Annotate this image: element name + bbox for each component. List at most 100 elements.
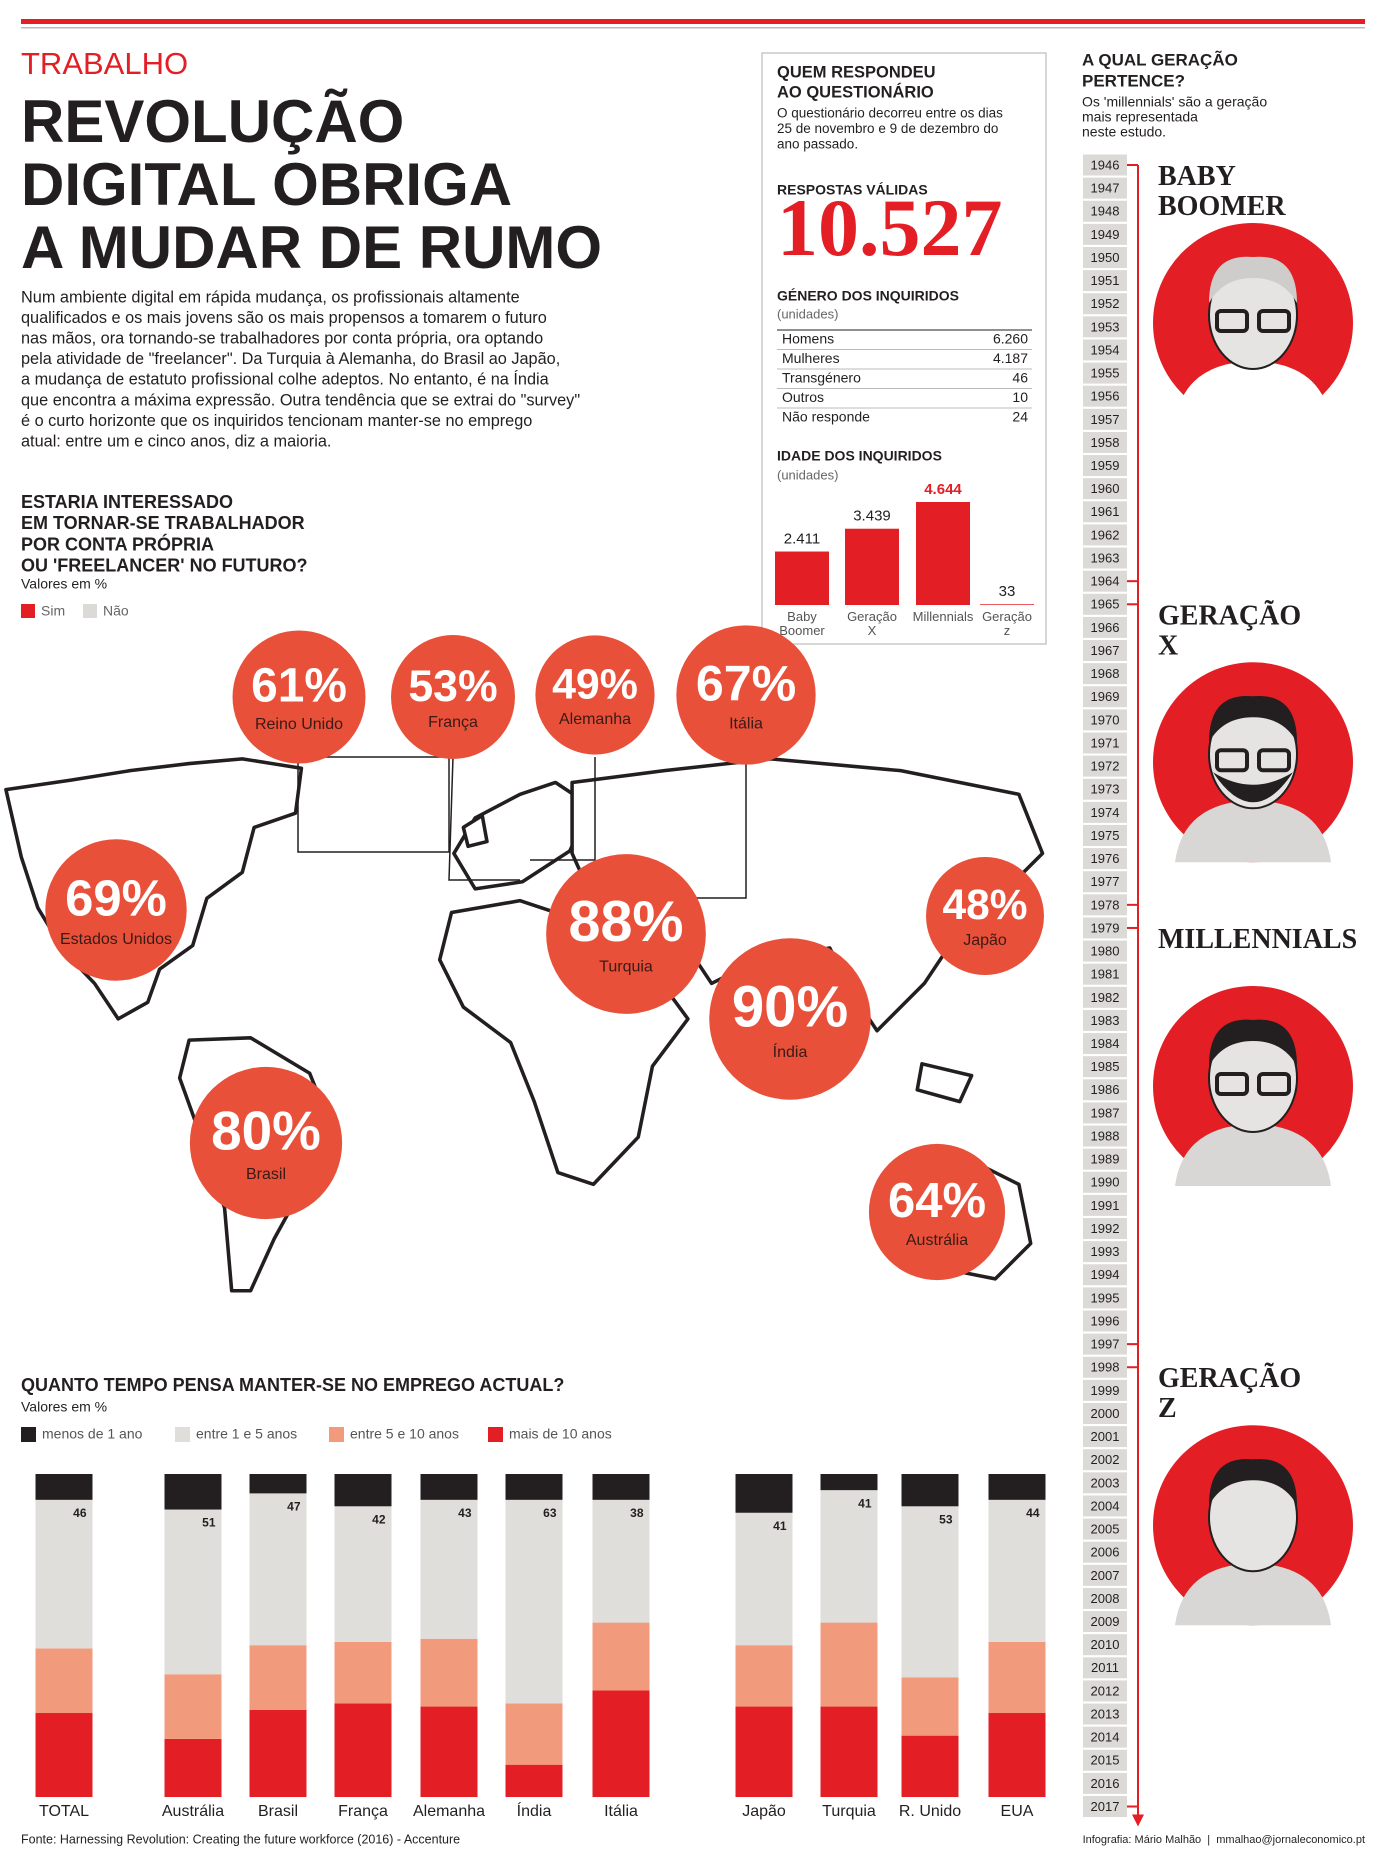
survey-box — [761, 52, 1047, 645]
gender-row-value: 10 — [1012, 389, 1028, 405]
year-label: 1973 — [1091, 782, 1120, 797]
generation-note: mais representada — [1082, 109, 1198, 125]
stacked-segment — [735, 1512, 793, 1646]
segment-value-label: 53 — [939, 1512, 953, 1526]
bubble-country-label: França — [428, 714, 478, 731]
stacked-segment — [592, 1474, 650, 1500]
avatar-glasses — [1257, 309, 1291, 333]
legend-label: Não — [103, 603, 129, 619]
year-label: 1960 — [1091, 481, 1120, 496]
bubble-value-label: 61% — [251, 660, 347, 713]
year-box — [1083, 478, 1127, 500]
x-tick-label: R. Unido — [899, 1803, 961, 1820]
gender-row-value: 46 — [1012, 370, 1028, 386]
stacked-segment — [334, 1641, 392, 1704]
stacked-segment — [901, 1735, 959, 1797]
bar-value-label: 3.439 — [853, 508, 891, 525]
stacked-segment — [592, 1499, 650, 1623]
bubble — [45, 839, 187, 981]
stacked-segment — [901, 1506, 959, 1678]
year-label: 2017 — [1091, 1799, 1120, 1814]
timeline-arrow — [1132, 1814, 1144, 1827]
year-label: 1974 — [1091, 805, 1120, 820]
year-label: 2005 — [1091, 1522, 1120, 1537]
year-box — [1083, 963, 1127, 985]
tenure-title: QUANTO TEMPO PENSA MANTER-SE NO EMPREGO … — [21, 1375, 564, 1395]
year-box — [1083, 362, 1127, 384]
year-box — [1083, 1796, 1127, 1818]
gender-title: GÉNERO DOS INQUIRIDOS — [777, 288, 959, 304]
year-box — [1083, 293, 1127, 315]
stacked-segment — [988, 1499, 1046, 1642]
segment-value-label: 42 — [372, 1512, 386, 1526]
stacked-segment — [35, 1499, 93, 1649]
bar — [845, 528, 899, 605]
legend-swatch — [329, 1427, 344, 1442]
year-box — [1083, 316, 1127, 338]
year-label: 1996 — [1091, 1313, 1120, 1328]
bar-category-label: Geração z — [982, 609, 1032, 638]
survey-title: AO QUESTIONÁRIO — [777, 82, 934, 101]
bubble-country-label: Índia — [773, 1042, 808, 1061]
year-box — [1083, 570, 1127, 592]
x-tick-label: Austrália — [162, 1803, 224, 1820]
stacked-segment — [988, 1713, 1046, 1797]
year-box — [1083, 408, 1127, 430]
year-box — [1083, 1148, 1127, 1170]
year-label: 1962 — [1091, 527, 1120, 542]
bubble — [189, 1066, 343, 1220]
intro-line: pela atividade de "freelancer". Da Turqu… — [21, 350, 560, 368]
year-label: 1970 — [1091, 712, 1120, 727]
year-box — [1083, 1287, 1127, 1309]
stacked-segment — [505, 1474, 563, 1500]
year-box — [1083, 1379, 1127, 1401]
year-label: 1992 — [1091, 1221, 1120, 1236]
question-line: EM TORNAR-SE TRABALHADOR — [21, 513, 305, 533]
legend-label: Sim — [41, 603, 65, 619]
question-unit: Valores em % — [21, 576, 107, 592]
year-label: 1952 — [1091, 296, 1120, 311]
year-label: 1954 — [1091, 342, 1120, 357]
year-label: 1990 — [1091, 1175, 1120, 1190]
generation-title: PERTENCE? — [1082, 71, 1185, 90]
year-label: 2001 — [1091, 1429, 1120, 1444]
year-box — [1083, 593, 1127, 615]
stacked-segment — [35, 1648, 93, 1714]
year-label: 1981 — [1091, 967, 1120, 982]
stacked-segment — [505, 1764, 563, 1797]
stacked-segment — [820, 1622, 878, 1707]
year-label: 1997 — [1091, 1337, 1120, 1352]
stacked-segment — [164, 1509, 222, 1675]
bar-value-label: 4.644 — [924, 481, 962, 498]
year-box — [1083, 824, 1127, 846]
bubble-value-label: 67% — [696, 655, 796, 711]
intro-line: é o curto horizonte que os inquiridos te… — [21, 412, 532, 430]
stacked-segment — [820, 1474, 878, 1491]
year-box — [1083, 686, 1127, 708]
segment-value-label: 46 — [73, 1506, 87, 1520]
year-label: 1978 — [1091, 897, 1120, 912]
year-box — [1083, 154, 1127, 176]
stacked-segment — [820, 1490, 878, 1623]
question-line: ESTARIA INTERESSADO — [21, 492, 233, 512]
year-label: 1953 — [1091, 319, 1120, 334]
year-box — [1083, 1356, 1127, 1378]
stacked-segment — [249, 1709, 307, 1797]
stacked-segment — [592, 1690, 650, 1797]
year-label: 1976 — [1091, 851, 1120, 866]
bubble-value-label: 49% — [552, 660, 638, 708]
age-title: IDADE DOS INQUIRIDOS — [777, 448, 942, 464]
year-label: 1993 — [1091, 1244, 1120, 1259]
avatar-hair — [1209, 256, 1297, 303]
bubble-value-label: 48% — [943, 881, 1028, 928]
gender-row-label: Outros — [782, 389, 824, 405]
gender-row-label: Homens — [782, 331, 834, 347]
year-box — [1083, 547, 1127, 569]
stacked-segment — [164, 1674, 222, 1739]
year-box — [1083, 1056, 1127, 1078]
year-label: 1949 — [1091, 227, 1120, 242]
gender-row-value: 6.260 — [993, 331, 1028, 347]
legend-swatch — [488, 1427, 503, 1442]
top-rule — [21, 19, 1365, 24]
year-label: 1967 — [1091, 643, 1120, 658]
